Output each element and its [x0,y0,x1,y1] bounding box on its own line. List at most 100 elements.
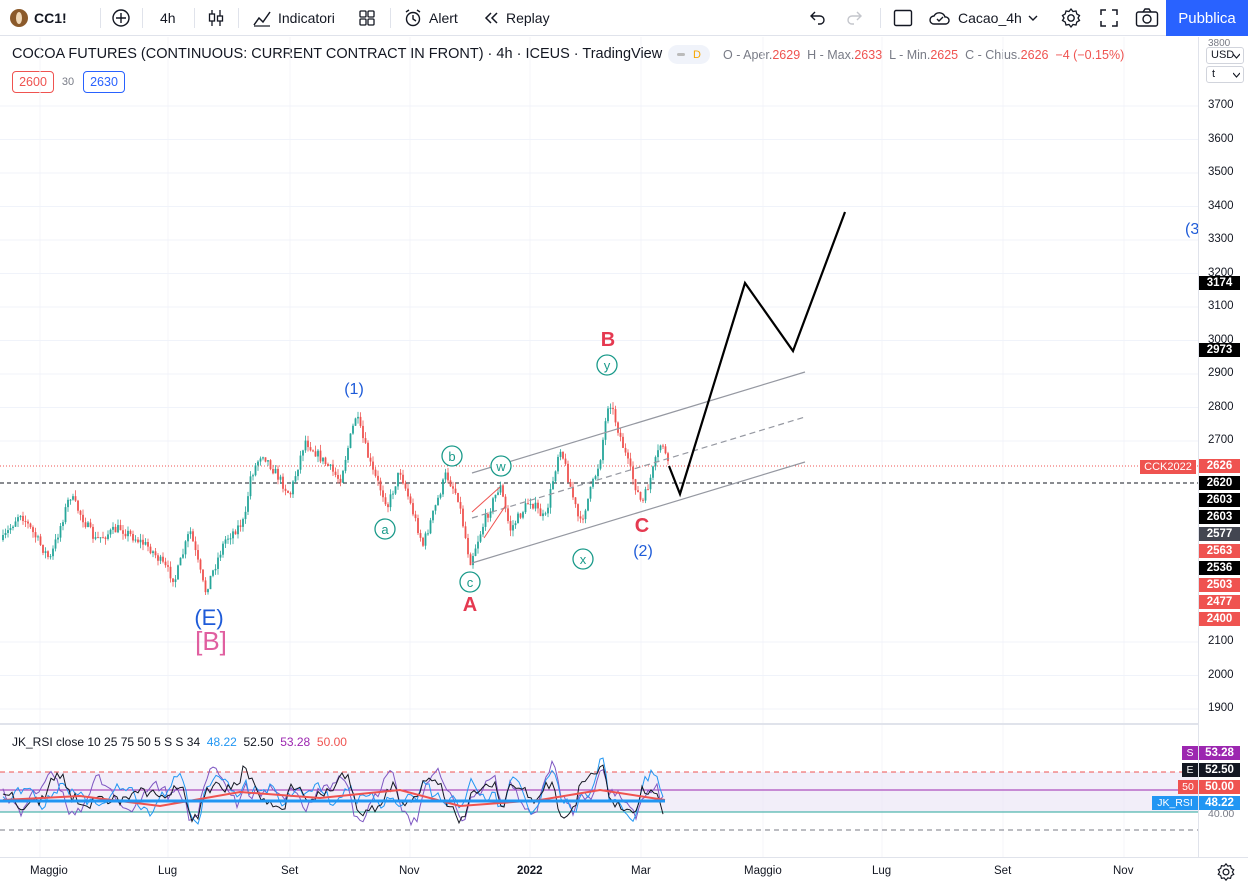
price-label[interactable]: 2577 [1199,527,1240,541]
price-label[interactable]: 2603 [1199,510,1240,524]
price-label[interactable]: 2536 [1199,561,1240,575]
replay-button[interactable]: Replay [482,0,550,36]
contract-tag[interactable]: CCK2022 [1140,460,1196,474]
publish-button[interactable]: Pubblica [1166,0,1248,36]
candle-body [84,522,87,527]
candle-body [14,521,17,527]
settings-button[interactable] [1060,0,1082,36]
candle-body [634,479,637,491]
candle-body [352,425,354,434]
candle-body [492,498,494,512]
candle-body [384,497,387,505]
wave-circle-b[interactable] [441,445,463,467]
symbol-title: COCOA FUTURES (CONTINUOUS: CURRENT CONTR… [12,46,484,62]
wave-label-1[interactable]: (1) [344,381,364,398]
rsi-pane[interactable] [0,757,1198,831]
wave-label-w[interactable]: w [495,459,506,474]
wave-label-C[interactable]: C [635,515,649,537]
rsi-legend[interactable]: JK_RSI close 10 25 75 50 5 S S 34 48.22 … [12,735,347,749]
price-chart[interactable]: (E) [B] (1) a b c A w x y B C (2) (3 [0,37,1198,857]
wave-circle-c[interactable] [459,571,481,593]
candle-body [344,459,347,471]
gear-icon[interactable] [1216,862,1236,882]
alert-button[interactable]: Alert [403,0,458,36]
wave-label-3[interactable]: (3 [1185,221,1198,238]
candle-body [562,451,564,459]
chart-type-button[interactable] [206,0,226,36]
wave-label-b[interactable]: b [448,449,455,464]
wave-label-B[interactable]: B [601,329,615,351]
redo-button[interactable] [845,0,865,36]
wave-circle-a[interactable] [374,518,396,540]
wave-label-E[interactable]: (E) [194,605,223,630]
wave-label-A[interactable]: A [463,594,477,616]
snapshot-button[interactable] [1135,0,1159,36]
candle-body [267,460,269,462]
alarm-clock-icon [405,9,421,27]
wave-label-a[interactable]: a [381,522,389,537]
fullscreen-button[interactable] [1099,0,1119,36]
projection-path[interactable] [667,211,847,498]
candle-body [592,478,594,487]
indicators-icon [253,11,271,27]
wave-circle-x[interactable] [572,548,594,570]
price-label[interactable]: 2620 [1199,476,1240,490]
fullscreen-select-button[interactable] [893,0,913,36]
candle-body [189,531,192,535]
buy-price-pill[interactable]: 2630 [83,71,125,93]
price-label[interactable]: 2973 [1199,343,1240,357]
channel-mid-line[interactable] [471,416,806,519]
wave-label-x[interactable]: x [580,552,587,567]
currency-select[interactable]: USD [1206,47,1244,64]
candle-body [339,478,342,483]
candle-body [367,442,369,458]
candle-body [114,526,117,533]
templates-button[interactable] [357,0,377,36]
time-axis[interactable] [0,857,1248,894]
price-label[interactable]: 2626 [1199,459,1240,473]
compare-button[interactable] [111,0,131,36]
price-label[interactable]: 2400 [1199,612,1240,626]
price-label[interactable]: 2477 [1199,595,1240,609]
indicators-button[interactable]: Indicatori [252,0,335,36]
time-tick: Lug [872,865,892,877]
red-wedge-lines[interactable] [471,486,501,513]
delayed-badge[interactable]: D [668,45,710,64]
layout-button[interactable]: Cacao_4h [928,0,1022,36]
layout-menu-button[interactable] [1027,0,1039,36]
candle-body [414,514,417,519]
rsi-label-key: 50 [1178,780,1198,794]
wave-label-c[interactable]: c [467,575,474,590]
candle-body [342,470,344,483]
candle-body [12,526,14,529]
red-wedge-lines-2[interactable] [483,504,507,539]
undo-button[interactable] [807,0,827,36]
candle-body [519,513,522,518]
wave-label-y[interactable]: y [604,358,611,373]
candle-body [522,512,524,518]
candle-body [587,498,589,511]
channel-upper-line[interactable] [471,371,806,474]
wave-circle-y[interactable] [596,354,618,376]
symbol-search[interactable]: CC1! [10,0,67,36]
interval-button[interactable]: 4h [160,0,176,36]
chart-legend[interactable]: COCOA FUTURES (CONTINUOUS: CURRENT CONTR… [12,46,663,62]
price-label[interactable]: 3174 [1199,276,1240,290]
wave-label-2[interactable]: (2) [633,543,653,560]
candle-body [322,457,324,462]
price-channel[interactable] [471,371,806,564]
channel-lower-line[interactable] [471,461,806,564]
mode-select[interactable]: t [1206,66,1244,83]
wave-label-B-bracket[interactable]: [B] [195,626,227,656]
rsi-value-label: 50.00 [1199,780,1240,794]
price-label[interactable]: 2563 [1199,544,1240,558]
price-tick: 3600 [1208,132,1234,145]
candle-body [302,450,304,456]
price-label[interactable]: 2603 [1199,493,1240,507]
candle-body [407,488,409,497]
price-axis[interactable] [1198,37,1248,857]
time-tick: Lug [158,865,178,877]
wave-circle-w[interactable] [490,455,512,477]
price-label[interactable]: 2503 [1199,578,1240,592]
candle-body [229,538,232,540]
